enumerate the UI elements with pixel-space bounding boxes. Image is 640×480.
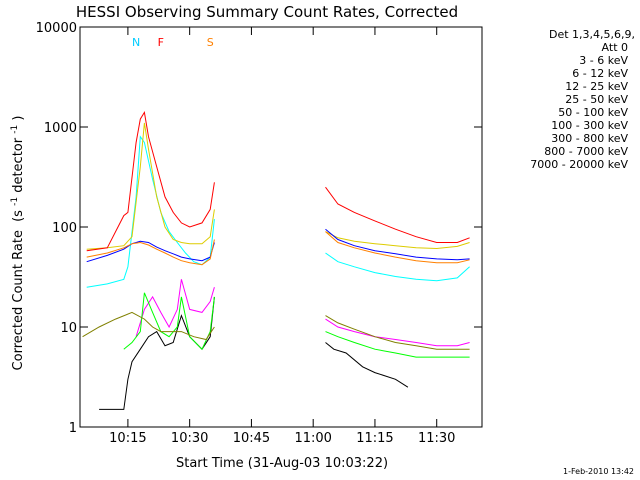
series-line-2-segment-0 <box>123 292 215 351</box>
flag-label-s: S <box>207 36 214 49</box>
series-line-6-segment-1 <box>325 228 470 261</box>
series-line-7-segment-1 <box>325 231 470 264</box>
legend-entry-1: 6 - 12 keV <box>572 67 628 80</box>
chart-title: HESSI Observing Summary Count Rates, Cor… <box>76 3 458 21</box>
y-axis-label-exp2: -1 <box>10 125 20 134</box>
series-line-5-segment-1 <box>325 186 470 243</box>
legend-title-line2: Att 0 <box>602 41 628 54</box>
y-axis-label-detector: detector <box>11 137 26 193</box>
series-line-7-segment-0 <box>86 239 215 266</box>
series-line-0-segment-1 <box>325 342 409 388</box>
series-line-6-segment-0 <box>86 240 215 263</box>
plot-area: N F S 10:15 10:30 10:45 11:00 11:15 11:30 1 10 100 1… <box>36 21 483 446</box>
legend-entry-0: 3 - 6 keV <box>579 54 628 67</box>
x-tick-label-1: 10:30 <box>171 431 208 446</box>
legend-title-line1: Det 1,3,4,5,6,9, <box>549 28 635 41</box>
y-axis-label-units-open: (s <box>11 210 26 222</box>
series-line-1-segment-0 <box>135 279 215 337</box>
legend-entry-3: 25 - 50 keV <box>565 93 628 106</box>
legend-entry-8: 7000 - 20000 keV <box>530 158 628 171</box>
y-tick-label-1: 10 <box>60 321 77 336</box>
series-line-1-segment-1 <box>325 318 470 347</box>
y-axis-label: Corrected Count Rate (s -1 detector -1 ) <box>6 116 26 371</box>
y-axis-label-exp1: -1 <box>10 197 20 206</box>
y-tick-label-0: 1 <box>69 421 77 436</box>
y-axis-label-units-close: ) <box>11 116 26 121</box>
y-tick-label-4: 10000 <box>36 21 77 36</box>
y-tick-label-3: 1000 <box>44 121 77 136</box>
x-tick-label-5: 11:30 <box>418 431 455 446</box>
series-line-0-segment-0 <box>99 296 215 410</box>
series-line-2-segment-1 <box>325 331 470 358</box>
axes-frame <box>79 26 483 428</box>
series-line-4-segment-1 <box>325 231 470 250</box>
legend-entry-5: 100 - 300 keV <box>551 119 628 132</box>
legend-entry-6: 300 - 800 keV <box>551 132 628 145</box>
flag-label-n: N <box>132 36 140 49</box>
legend-entry-4: 50 - 100 keV <box>558 106 628 119</box>
series-line-4-segment-0 <box>86 122 215 250</box>
flag-label-f: F <box>158 36 164 49</box>
series-line-3-segment-1 <box>325 252 470 282</box>
x-tick-label-2: 10:45 <box>233 431 270 446</box>
x-tick-label-3: 11:00 <box>294 431 331 446</box>
series-line-8-segment-0 <box>82 311 215 341</box>
footer-timestamp: 1-Feb-2010 13:42 <box>563 467 634 476</box>
x-axis-label: Start Time (31-Aug-03 10:03:22) <box>176 456 388 471</box>
x-tick-label-4: 11:15 <box>356 431 393 446</box>
legend-entry-7: 800 - 7000 keV <box>544 145 628 158</box>
y-tick-label-2: 100 <box>52 221 77 236</box>
x-tick-label-0: 10:15 <box>109 431 146 446</box>
legend-entry-2: 12 - 25 keV <box>565 80 628 93</box>
y-axis-label-main: Corrected Count Rate <box>11 230 26 370</box>
series-line-8-segment-1 <box>325 315 470 350</box>
series-line-5-segment-0 <box>86 110 215 252</box>
